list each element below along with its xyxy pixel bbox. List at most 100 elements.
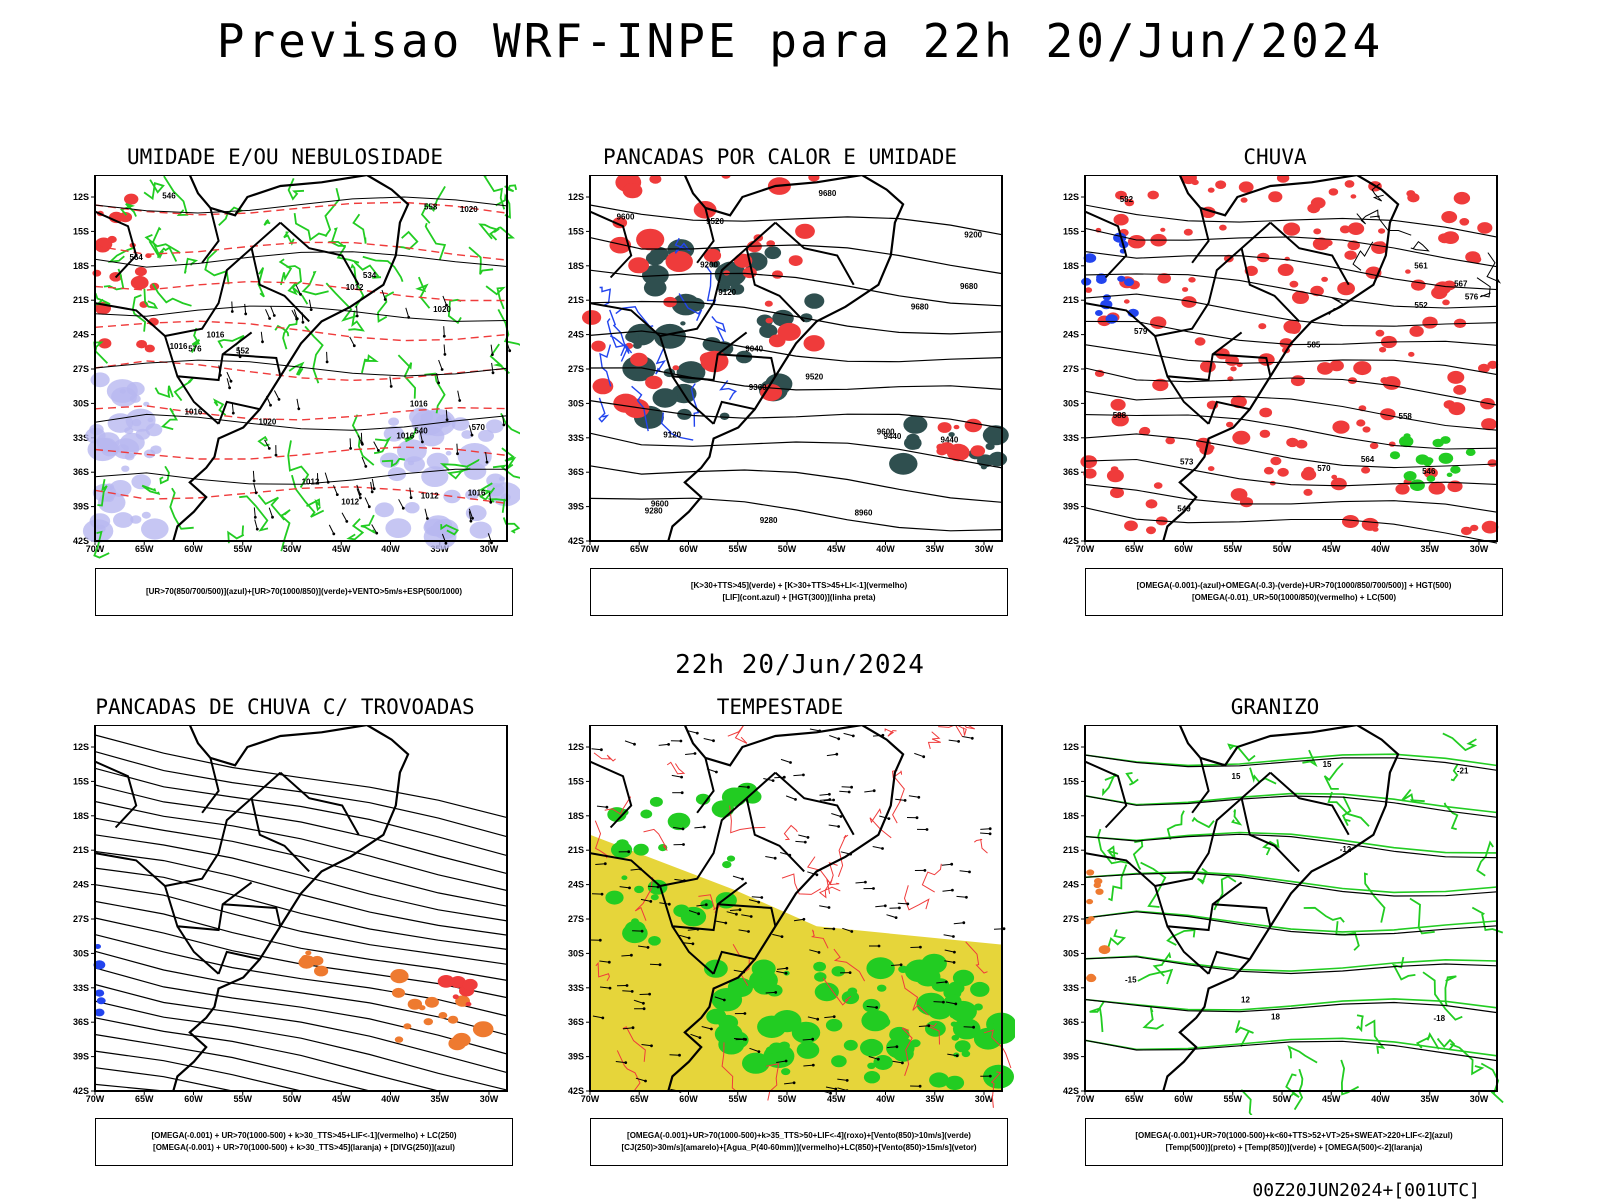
shaded-area bbox=[1124, 521, 1138, 532]
wind-vector-head bbox=[703, 826, 706, 829]
wind-vector-head bbox=[503, 424, 506, 427]
wind-vector-head bbox=[774, 857, 777, 860]
lon-label: 60W bbox=[184, 1094, 203, 1104]
contour-label: 546 bbox=[162, 192, 176, 201]
lon-label: 45W bbox=[1322, 1094, 1341, 1104]
wind-vector-head bbox=[681, 791, 684, 794]
shaded-area bbox=[1477, 222, 1492, 234]
wind-vector-head bbox=[470, 520, 473, 523]
wind-vector-head bbox=[491, 353, 494, 356]
contour-line bbox=[616, 307, 653, 327]
shaded-area bbox=[1301, 469, 1316, 481]
lat-label: 39S bbox=[568, 1052, 584, 1062]
contour-line bbox=[1477, 842, 1493, 875]
legend-line: [CJ(250)>30m/s](amarelo)+[Agua_P(40-60mm… bbox=[621, 1142, 976, 1154]
wind-vector bbox=[766, 992, 776, 993]
shaded-area bbox=[864, 1071, 880, 1083]
shaded-area bbox=[1371, 241, 1387, 254]
shaded-area bbox=[844, 1040, 858, 1051]
contour-line bbox=[1107, 930, 1124, 951]
shaded-area bbox=[466, 505, 487, 521]
shaded-area bbox=[1226, 422, 1233, 428]
shaded-area bbox=[1461, 527, 1472, 535]
wind-vector-head bbox=[785, 1060, 788, 1063]
contour-label: 1016 bbox=[410, 400, 428, 409]
contour-line bbox=[820, 880, 840, 898]
contour-line bbox=[1450, 1044, 1482, 1074]
wind-vector-head bbox=[945, 981, 948, 984]
wind-vector-head bbox=[650, 1044, 653, 1047]
shaded-area bbox=[1081, 278, 1091, 286]
wind-vector bbox=[949, 740, 959, 741]
shaded-area bbox=[1422, 317, 1437, 329]
shaded-area bbox=[1182, 287, 1188, 292]
contour-line bbox=[1085, 833, 1497, 853]
wind-vector-head bbox=[384, 298, 387, 301]
contour-line bbox=[1144, 1008, 1163, 1029]
wind-vector-head bbox=[712, 739, 715, 742]
shaded-area bbox=[848, 988, 858, 995]
shaded-area bbox=[144, 449, 155, 458]
contour-label: 1020 bbox=[259, 418, 277, 427]
wind-vector bbox=[829, 736, 838, 739]
shaded-area bbox=[983, 425, 1009, 445]
contour-line bbox=[1423, 972, 1462, 1020]
shaded-area bbox=[772, 270, 783, 278]
wind-vector-head bbox=[302, 321, 305, 324]
contour-line bbox=[1134, 841, 1142, 870]
shaded-area bbox=[1363, 426, 1371, 432]
lat-label: 21S bbox=[73, 845, 89, 855]
wind-vector bbox=[856, 882, 866, 883]
shaded-area bbox=[1329, 188, 1339, 195]
contour-label: 9520 bbox=[805, 372, 823, 381]
contour-label: 9680 bbox=[819, 189, 837, 198]
wind-vector-head bbox=[896, 1045, 899, 1048]
wind-vector bbox=[271, 306, 275, 315]
shaded-area bbox=[781, 1068, 790, 1075]
shaded-area bbox=[1283, 223, 1300, 236]
lat-label: 21S bbox=[73, 295, 89, 305]
legend-line: [OMEGA(-0.001) + UR>70(1000-500) + k>30_… bbox=[153, 1142, 455, 1154]
lat-label: 12S bbox=[73, 742, 89, 752]
wind-vector bbox=[659, 744, 669, 745]
lat-label: 24S bbox=[1063, 880, 1079, 890]
shaded-area bbox=[424, 1018, 433, 1025]
shaded-area bbox=[1447, 371, 1464, 384]
wind-vector-head bbox=[230, 380, 233, 383]
wind-vector bbox=[954, 923, 964, 924]
contour-line bbox=[1365, 1021, 1383, 1054]
shaded-area bbox=[1086, 869, 1094, 875]
wind-vector-head bbox=[390, 385, 393, 388]
contour-label: 9440 bbox=[884, 432, 902, 441]
wind-vector-head bbox=[723, 999, 726, 1002]
contour-label: 558 bbox=[1399, 412, 1413, 421]
lat-label: 27S bbox=[1063, 914, 1079, 924]
shaded-area bbox=[124, 194, 138, 205]
wind-vector-head bbox=[922, 755, 925, 758]
lat-label: 15S bbox=[73, 776, 89, 786]
contour-line bbox=[1394, 957, 1416, 979]
lat-label: 33S bbox=[1063, 433, 1079, 443]
shaded-area bbox=[673, 365, 680, 370]
lon-label: 60W bbox=[1174, 544, 1193, 554]
contour-line bbox=[348, 311, 363, 331]
contour-label: -15 bbox=[1125, 975, 1137, 984]
map-frame bbox=[1085, 725, 1497, 1091]
wind-vector-head bbox=[471, 517, 474, 520]
shaded-area bbox=[804, 293, 824, 308]
shaded-area bbox=[861, 1010, 889, 1031]
wind-vector-head bbox=[705, 903, 708, 906]
wind-vector-head bbox=[327, 481, 330, 484]
wind-vector-head bbox=[888, 817, 891, 820]
wind-vector bbox=[329, 525, 334, 534]
wind-vector bbox=[960, 871, 970, 872]
shaded-area bbox=[1404, 433, 1411, 438]
contour-line bbox=[1085, 834, 1497, 857]
lat-label: 30S bbox=[73, 398, 89, 408]
streamline bbox=[95, 735, 507, 818]
shaded-area bbox=[938, 422, 952, 433]
wind-vector-head bbox=[953, 961, 956, 964]
lon-label: 50W bbox=[283, 544, 302, 554]
